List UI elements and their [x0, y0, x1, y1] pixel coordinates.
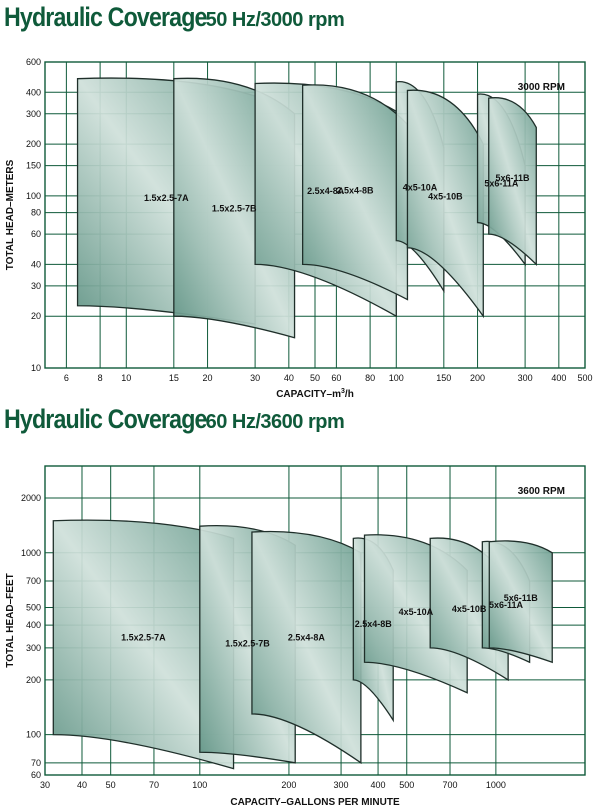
- chart-1-y-axis-label: TOTAL HEAD–METERS: [5, 159, 16, 270]
- chart-2-y-tick-label: 70: [31, 758, 41, 768]
- chart-2-y-tick-label: 1000: [21, 548, 41, 558]
- chart-1-y-tick-label: 60: [31, 229, 41, 239]
- chart-1-x-tick-label: 300: [518, 373, 533, 383]
- chart-1-series-5x6-11b: [488, 97, 537, 266]
- chart-1-y-tick-label: 80: [31, 208, 41, 218]
- chart-2-x-tick-label: 300: [334, 780, 349, 790]
- chart-2-x-tick-label: 700: [442, 780, 457, 790]
- chart-2-series-5x6-11b: [488, 540, 553, 664]
- chart-1-series-4x5-10b: [406, 89, 484, 319]
- chart-2-series-label: 4x5-10B: [452, 604, 487, 614]
- chart-2-title-main: Hydraulic Coverage: [4, 404, 207, 434]
- chart-2-y-tick-label: 100: [26, 730, 41, 740]
- chart-1-series-label: 1.5x2.5-7B: [212, 204, 257, 214]
- chart-1-x-tick-label: 200: [470, 373, 485, 383]
- chart-1-series-label: 2.5x4-8B: [337, 185, 375, 195]
- chart-2-series-label: 2.5x4-8A: [288, 632, 326, 642]
- chart-1-series-label: 5x6-11A: [484, 179, 519, 189]
- chart-1-x-tick-label: 60: [331, 373, 341, 383]
- chart-2-series-2-5x4-8a: [251, 530, 362, 765]
- chart-1-y-tick-label: 20: [31, 311, 41, 321]
- chart-2-x-tick-label: 40: [77, 780, 87, 790]
- chart-1-series-label: 2.5x4-8A: [307, 186, 345, 196]
- chart-1-y-tick-label: 10: [31, 363, 41, 373]
- chart-1-subtitle: 50 Hz/3000 rpm: [205, 9, 345, 31]
- chart-1-series-2-5x4-8b: [301, 84, 409, 301]
- chart-1-y-tick-label: 150: [26, 161, 41, 171]
- chart-1-y-tick-label: 400: [26, 87, 41, 97]
- chart-1-y-tick-label: 40: [31, 259, 41, 269]
- chart-1-x-tick-label: 100: [389, 373, 404, 383]
- chart-2-series-label: 2.5x4-8B: [355, 619, 393, 629]
- chart-2-rpm-label: 3600 RPM: [518, 486, 565, 497]
- chart-2-x-tick-label: 1000: [486, 780, 506, 790]
- chart-2-x-tick-label: 70: [149, 780, 159, 790]
- chart-2-series-label: 5x6-11B: [504, 593, 539, 603]
- chart-1-x-tick-label: 6: [64, 373, 69, 383]
- chart-2-y-tick-label: 300: [26, 643, 41, 653]
- chart-2-y-tick-label: 60: [31, 770, 41, 780]
- chart-1-series-label: 5x6-11B: [495, 173, 530, 183]
- chart-1-y-tick-label: 300: [26, 109, 41, 119]
- chart-1-x-tick-label: 80: [365, 373, 375, 383]
- chart-2-frame: [44, 465, 586, 776]
- chart-1-x-tick-label: 150: [436, 373, 451, 383]
- chart-2-x-tick-label: 100: [192, 780, 207, 790]
- chart-2-series-1-5x2-5-7a: [52, 519, 235, 770]
- chart-1-x-tick-label: 500: [577, 373, 592, 383]
- chart-1-series-label: 1.5x2.5-7A: [144, 193, 189, 203]
- chart-2-x-tick-label: 400: [371, 780, 386, 790]
- chart-1-rpm-label: 3000 RPM: [518, 82, 565, 93]
- chart-2-series-label: 1.5x2.5-7A: [121, 633, 166, 643]
- chart-1-frame: [44, 61, 586, 369]
- chart-1-x-tick-label: 10: [121, 373, 131, 383]
- chart-1-x-tick-label: 20: [203, 373, 213, 383]
- chart-1-x-tick-label: 30: [250, 373, 260, 383]
- chart-2-series-label: 4x5-10A: [399, 607, 434, 617]
- chart-1-y-tick-label: 200: [26, 139, 41, 149]
- chart-1-x-tick-label: 400: [551, 373, 566, 383]
- chart-1-y-tick-label: 30: [31, 281, 41, 291]
- chart-1-x-tick-label: 15: [169, 373, 179, 383]
- chart-2-subtitle: 60 Hz/3600 rpm: [205, 411, 345, 433]
- chart-2-series-label: 1.5x2.5-7B: [225, 639, 270, 649]
- chart-1-y-tick-label: 100: [26, 191, 41, 201]
- chart-1-x-tick-label: 8: [98, 373, 103, 383]
- chart-1-title-main: Hydraulic Coverage: [4, 2, 207, 32]
- chart-2-y-axis-label: TOTAL HEAD–FEET: [5, 573, 16, 667]
- chart-2-y-tick-label: 200: [26, 675, 41, 685]
- chart-1-x-tick-label: 40: [284, 373, 294, 383]
- chart-1-x-axis-label: CAPACITY–m3/h: [276, 388, 354, 400]
- chart-2-y-tick-label: 2000: [21, 493, 41, 503]
- chart-2-x-tick-label: 50: [106, 780, 116, 790]
- chart-2-x-tick-label: 200: [281, 780, 296, 790]
- chart-2-x-axis-label: CAPACITY–GALLONS PER MINUTE: [230, 797, 400, 808]
- chart-1-x-tick-label: 50: [310, 373, 320, 383]
- chart-2-series-label: 5x6-11A: [489, 600, 524, 610]
- chart-2-x-tick-label: 30: [40, 780, 50, 790]
- chart-2-y-tick-label: 400: [26, 620, 41, 630]
- chart-1-title: Hydraulic Coverage50 Hz/3000 rpm: [4, 2, 345, 33]
- chart-1-series-label: 4x5-10A: [403, 182, 438, 192]
- chart-2-y-tick-label: 700: [26, 576, 41, 586]
- chart-1-series-label: 4x5-10B: [428, 192, 463, 202]
- chart-2-x-tick-label: 500: [399, 780, 414, 790]
- chart-2-title: Hydraulic Coverage60 Hz/3600 rpm: [4, 404, 345, 435]
- chart-2-y-tick-label: 500: [26, 603, 41, 613]
- chart-1-y-tick-label: 600: [26, 57, 41, 67]
